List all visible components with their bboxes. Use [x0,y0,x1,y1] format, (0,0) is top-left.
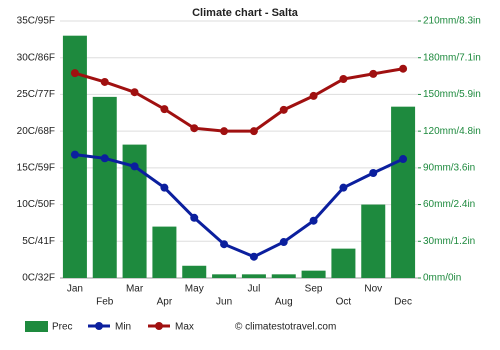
marker [279,238,288,247]
y2-tick-label: 60mm/2.4in [423,199,475,210]
x-tick-label: Feb [96,297,114,308]
marker [190,124,199,133]
y2-tick-label: 120mm/4.8in [423,126,481,137]
marker [70,69,79,78]
marker [399,155,408,164]
x-tick-label: Mar [126,284,144,295]
bar [92,96,117,278]
marker [130,88,139,97]
legend-swatch [95,322,103,330]
legend-swatch [25,321,48,332]
y-tick-label: 10C/50F [17,199,55,210]
legend-swatch [155,322,163,330]
y-tick-label: 20C/68F [17,126,55,137]
bar [152,226,177,278]
legend-label: Prec [52,322,73,333]
y-tick-label: 25C/77F [17,89,55,100]
bar [391,106,416,279]
marker [220,240,229,249]
line [74,67,404,133]
x-tick-label: Dec [394,297,412,308]
marker [279,105,288,114]
y2-tick-label: 180mm/7.1in [423,52,481,63]
y2-tick-label: 210mm/8.3in [423,16,481,27]
marker [249,127,258,136]
y-tick-label: 15C/59F [17,162,55,173]
x-tick-label: Oct [336,297,352,308]
bar [182,265,207,278]
bar [212,274,237,278]
chart-title: Climate chart - Salta [192,7,299,19]
y-tick-label: 0C/32F [22,273,55,284]
marker [309,216,318,225]
bar [301,270,326,278]
x-tick-label: Jan [67,284,83,295]
x-tick-label: Nov [364,284,382,295]
marker [369,69,378,78]
marker [160,105,169,114]
marker [339,75,348,84]
x-tick-label: Jul [248,284,261,295]
y-tick-label: 30C/86F [17,52,55,63]
marker [220,127,229,136]
y-tick-label: 35C/95F [17,16,55,27]
y2-tick-label: 90mm/3.6in [423,162,475,173]
x-tick-label: Jun [216,297,232,308]
marker [130,162,139,171]
marker [369,168,378,177]
x-tick-label: May [185,284,204,295]
marker [190,213,199,222]
bar [361,204,386,278]
watermark: © climatestotravel.com [235,322,336,333]
marker [249,252,258,261]
y2-tick-label: 0mm/0in [423,273,461,284]
legend-label: Min [115,322,131,333]
marker [309,91,318,100]
marker [399,64,408,73]
y2-tick-label: 30mm/1.2in [423,236,475,247]
x-tick-label: Sep [305,284,323,295]
y2-tick-label: 150mm/5.9in [423,89,481,100]
marker [339,183,348,192]
bar [271,274,296,278]
marker [70,150,79,159]
x-tick-label: Apr [157,297,173,308]
bar [241,274,266,278]
legend-label: Max [175,322,194,333]
marker [160,183,169,192]
marker [100,154,109,163]
bar [331,248,356,278]
marker [100,77,109,86]
x-tick-label: Aug [275,297,293,308]
line [74,153,404,259]
y-tick-label: 5C/41F [22,236,55,247]
